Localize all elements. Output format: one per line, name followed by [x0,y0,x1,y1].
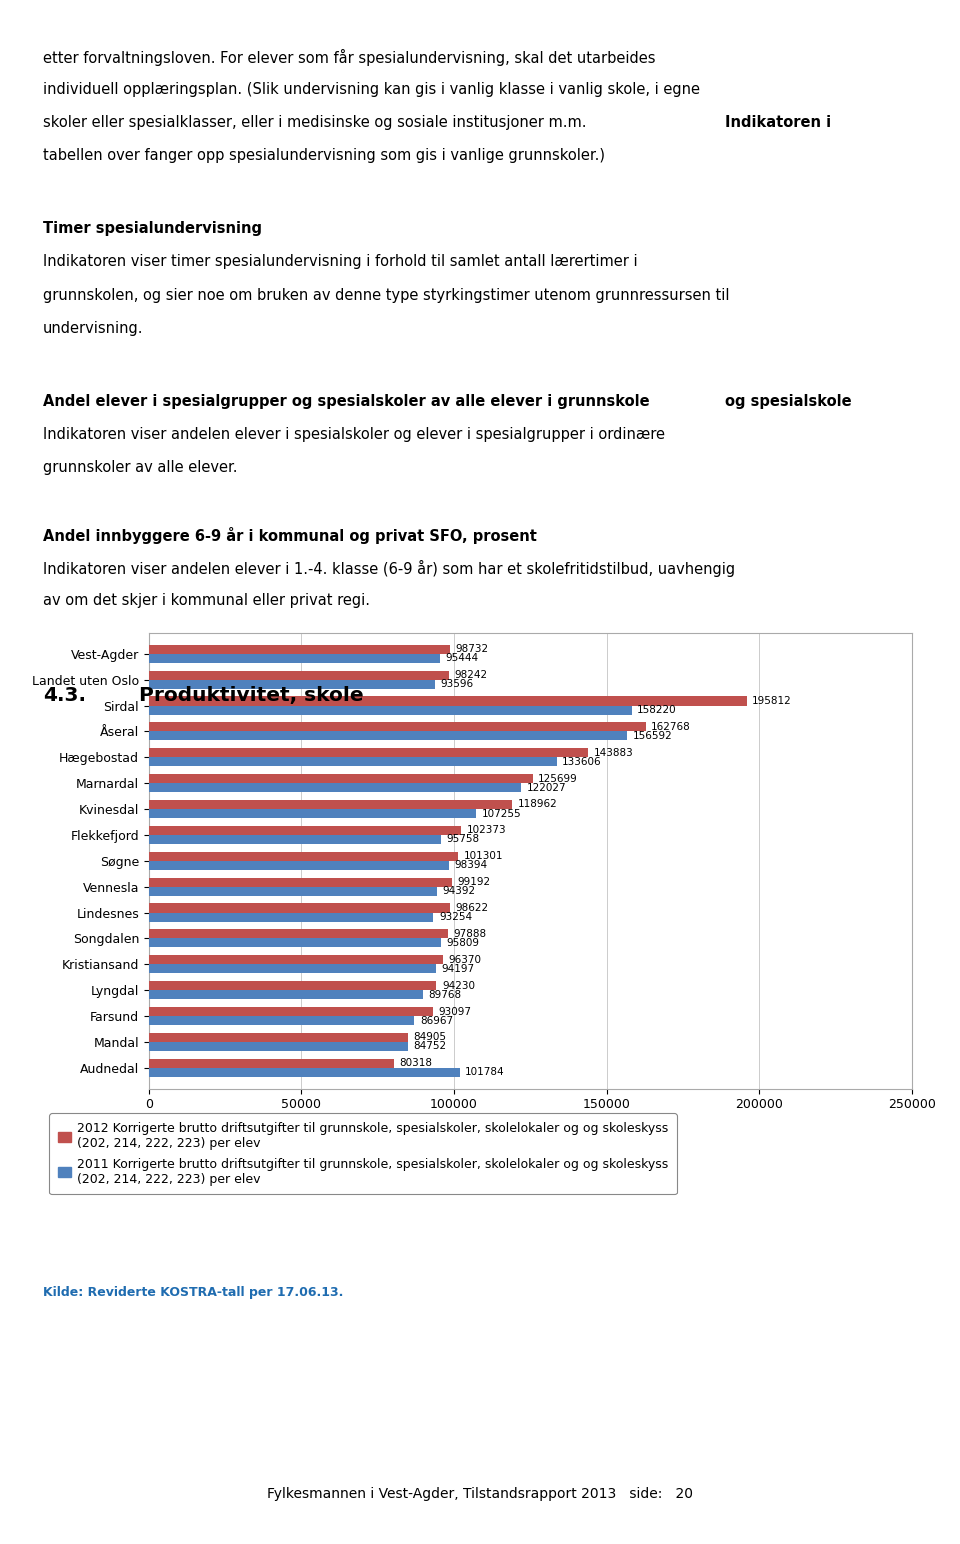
Text: tabellen over fanger opp spesialundervisning som gis i vanlige grunnskoler.): tabellen over fanger opp spesialundervis… [43,148,605,164]
Bar [149,1059,394,1068]
Bar [149,670,448,679]
Text: Produktivitet, skole: Produktivitet, skole [139,686,364,706]
Text: skoler eller spesialklasser, eller i medisinske og sosiale institusjoner m.m.: skoler eller spesialklasser, eller i med… [43,116,591,130]
Bar [149,1033,408,1042]
Bar [149,1016,415,1025]
Text: 98622: 98622 [455,903,489,913]
Text: 118962: 118962 [517,800,557,809]
Bar [149,835,442,845]
Text: 96370: 96370 [448,954,482,965]
Text: Andel innbyggere 6-9 år i kommunal og privat SFO, prosent: Andel innbyggere 6-9 år i kommunal og pr… [43,527,537,543]
Text: individuell opplæringsplan. (Slik undervisning kan gis i vanlig klasse i vanlig : individuell opplæringsplan. (Slik underv… [43,82,700,97]
Text: 93254: 93254 [439,913,472,922]
Bar [149,809,476,818]
Text: Andel elever i spesialgrupper og spesialskoler av alle elever i grunnskole: Andel elever i spesialgrupper og spesial… [43,394,655,409]
Text: 99192: 99192 [457,877,491,888]
Text: 133606: 133606 [563,757,602,767]
Bar [149,877,451,886]
Text: Timer spesialundervisning: Timer spesialundervisning [43,221,262,236]
Bar [149,852,458,862]
Text: 95758: 95758 [446,834,480,845]
Text: 4.3.: 4.3. [43,686,86,706]
Text: Indikatoren viser andelen elever i spesialskoler og elever i spesialgrupper i or: Indikatoren viser andelen elever i spesi… [43,428,665,442]
Bar [149,990,422,999]
Bar [149,774,533,783]
Bar [149,706,632,715]
Legend: 2012 Korrigerte brutto driftsutgifter til grunnskole, spesialskoler, skolelokale: 2012 Korrigerte brutto driftsutgifter ti… [50,1113,677,1195]
Text: 98732: 98732 [456,644,489,655]
Text: Indikatoren viser andelen elever i 1.-4. klasse (6-9 år) som har et skolefritids: Indikatoren viser andelen elever i 1.-4.… [43,560,735,577]
Text: 94392: 94392 [443,886,475,896]
Text: 107255: 107255 [482,809,521,818]
Text: 95444: 95444 [445,653,479,664]
Bar [149,723,646,732]
Bar [149,732,627,741]
Bar [149,653,441,662]
Text: 101784: 101784 [465,1067,505,1078]
Text: 84905: 84905 [414,1033,446,1042]
Bar [149,757,557,766]
Text: grunnskolen, og sier noe om bruken av denne type styrkingstimer utenom grunnress: grunnskolen, og sier noe om bruken av de… [43,287,730,303]
Bar [149,826,462,835]
Text: 94230: 94230 [442,980,475,991]
Text: 156592: 156592 [633,730,672,741]
Text: 97888: 97888 [453,929,487,939]
Text: 84752: 84752 [413,1042,446,1051]
Text: 98394: 98394 [455,860,488,871]
Bar [149,645,450,653]
Text: 80318: 80318 [399,1058,433,1068]
Bar [149,939,442,948]
Text: Fylkesmannen i Vest-Agder, Tilstandsrapport 2013   side:   20: Fylkesmannen i Vest-Agder, Tilstandsrapp… [267,1487,693,1501]
Text: av om det skjer i kommunal eller privat regi.: av om det skjer i kommunal eller privat … [43,593,371,608]
Text: 94197: 94197 [442,963,475,974]
Bar [149,913,434,922]
Text: 93596: 93596 [440,679,473,689]
Text: Indikatoren viser timer spesialundervisning i forhold til samlet antall lærertim: Indikatoren viser timer spesialundervisn… [43,255,637,270]
Text: og spesialskole: og spesialskole [725,394,852,409]
Text: Kilde: Reviderte KOSTRA-tall per 17.06.13.: Kilde: Reviderte KOSTRA-tall per 17.06.1… [43,1286,344,1299]
Bar [149,800,512,809]
Bar [149,1068,460,1076]
Bar [149,929,447,939]
Text: etter forvaltningsloven. For elever som får spesialundervisning, skal det utarbe: etter forvaltningsloven. For elever som … [43,48,656,66]
Text: grunnskoler av alle elever.: grunnskoler av alle elever. [43,460,238,476]
Bar [149,679,435,689]
Text: 86967: 86967 [420,1016,453,1025]
Text: 143883: 143883 [593,747,634,758]
Text: 98242: 98242 [454,670,488,679]
Bar [149,956,443,965]
Text: 101301: 101301 [464,851,503,862]
Bar [149,749,588,757]
Text: undervisning.: undervisning. [43,321,144,337]
Text: 102373: 102373 [467,826,507,835]
Bar [149,903,450,913]
Text: 162768: 162768 [651,723,691,732]
Text: 158220: 158220 [637,706,677,715]
Text: Indikatoren i: Indikatoren i [725,116,831,130]
Text: 122027: 122027 [527,783,566,792]
Bar [149,886,437,896]
Text: 95809: 95809 [446,937,480,948]
Bar [149,980,437,990]
Bar [149,965,437,973]
Text: 125699: 125699 [538,774,578,784]
Text: 89768: 89768 [428,990,462,999]
Bar [149,783,521,792]
Bar [149,862,449,869]
Text: 195812: 195812 [752,696,792,706]
Bar [149,696,747,706]
Bar [149,1007,433,1016]
Text: 93097: 93097 [439,1007,471,1016]
Bar [149,1042,408,1051]
